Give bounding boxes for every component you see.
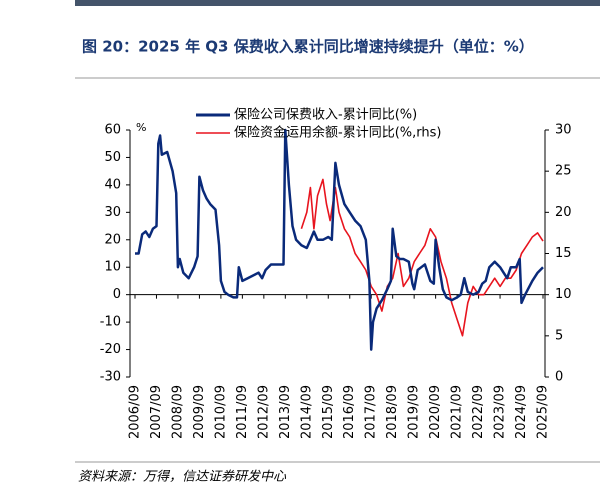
y-tick-label: 60 (104, 123, 121, 138)
x-tick-label: 2006/09 (128, 385, 143, 439)
top-bar (75, 0, 600, 6)
x-tick-label: 2010/09 (213, 385, 228, 439)
x-tick-label: 2016/09 (342, 385, 357, 439)
y-tick-label: 30 (104, 205, 121, 220)
y-tick-label: -10 (100, 315, 121, 330)
x-tick-label: 2008/09 (170, 385, 185, 439)
y-tick-label: 50 (104, 150, 121, 165)
x-tick-label: 2018/09 (385, 385, 400, 439)
y2-tick-label: 25 (555, 164, 572, 179)
x-tick-label: 2012/09 (256, 385, 271, 439)
y2-tick-label: 10 (555, 287, 572, 302)
x-tick-label: 2013/09 (278, 385, 293, 439)
x-tick-label: 2007/09 (149, 385, 164, 439)
y-tick-label: 0 (113, 287, 121, 302)
y-unit: % (136, 121, 146, 134)
x-tick-label: 2023/09 (493, 385, 508, 439)
chart-title: 图 20：2025 年 Q3 保费收入累计同比增速持续提升（单位：%） (82, 38, 534, 56)
x-tick-label: 2025/09 (536, 385, 551, 439)
x-tick-label: 2011/09 (235, 385, 250, 439)
x-tick-label: 2024/09 (514, 385, 529, 439)
x-tick-label: 2017/09 (364, 385, 379, 439)
y-tick-label: 40 (104, 177, 121, 192)
x-tick-label: 2020/09 (428, 385, 443, 439)
legend-label: 保险公司保费收入-累计同比(%) (234, 108, 417, 123)
source: 资料来源：万得，信达证券研发中心 (78, 470, 287, 485)
y2-tick-label: 30 (555, 123, 572, 138)
x-tick-label: 2019/09 (407, 385, 422, 439)
x-tick-label: 2021/09 (450, 385, 465, 439)
x-tick-label: 2014/09 (299, 385, 314, 439)
x-tick-label: 2009/09 (192, 385, 207, 439)
y2-tick-label: 0 (555, 370, 563, 385)
x-tick-label: 2015/09 (321, 385, 336, 439)
y-tick-label: -30 (100, 370, 121, 385)
series-line (135, 128, 544, 351)
y-tick-label: 10 (104, 260, 121, 275)
y2-tick-label: 5 (555, 328, 563, 343)
x-tick-label: 2022/09 (471, 385, 486, 439)
legend-label: 保险资金运用余额-累计同比(%,rhs) (234, 125, 441, 141)
series-line (300, 178, 544, 337)
y-tick-label: -20 (100, 342, 121, 357)
y-tick-label: 20 (104, 232, 121, 247)
y2-tick-label: 15 (555, 246, 572, 261)
y2-tick-label: 20 (555, 205, 572, 220)
